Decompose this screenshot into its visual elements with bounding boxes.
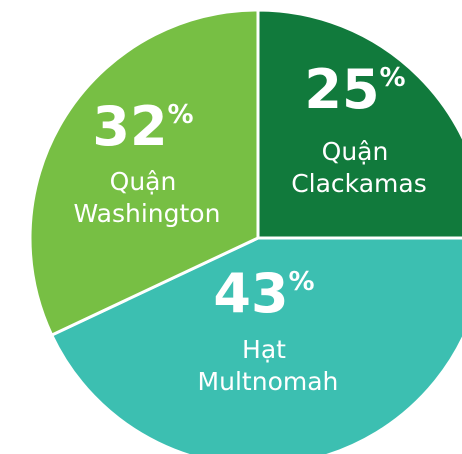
value-label: 25% (304, 58, 405, 121)
value-unit: % (168, 100, 194, 130)
value-number: 25 (304, 58, 379, 121)
value-number: 32 (92, 95, 167, 158)
slice-label: Quận Clackamas (283, 137, 426, 198)
slice-label-line: Hạt (242, 335, 286, 364)
pie-slice (28, 8, 260, 338)
value-label: 43% (213, 262, 314, 325)
slice-label: Hạt Multnomah (190, 335, 339, 396)
slice-label: Quận Washington (66, 167, 221, 228)
slice-label-line: Quận (322, 137, 389, 166)
slice-label-line: Quận (110, 167, 177, 196)
value-label: 32% (92, 95, 193, 158)
pie-slice (49, 236, 462, 454)
slice-label-line: Multnomah (190, 367, 339, 396)
slice-label-line: Clackamas (283, 169, 426, 198)
value-unit: % (380, 63, 406, 93)
slice-label-line: Washington (66, 199, 221, 228)
value-unit: % (289, 267, 315, 297)
pie-slice (256, 8, 462, 240)
value-number: 43 (213, 262, 288, 325)
